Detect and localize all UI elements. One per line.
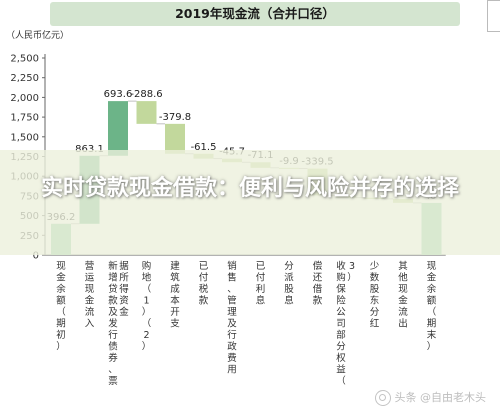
x-category-label: 已付利息 [256, 261, 266, 307]
chart-title-bar: 2019年现金流（合并口径） [50, 2, 460, 26]
y-tick-label: 1,500 [10, 132, 39, 143]
watermark-text: 头条 @自由老木头 [394, 391, 487, 404]
x-category-label: 现金余额（期末） [427, 261, 437, 353]
data-label: -288.6 [130, 89, 162, 100]
headline-overlay-band [0, 150, 500, 255]
x-category-label: 收购保险公司部分权益（3） [336, 260, 357, 387]
data-label: -61.5 [191, 142, 217, 153]
waterfall-bar [165, 123, 185, 154]
x-category-label: 偿还借款 [313, 260, 323, 307]
x-category-label: 现金余额（期初） [56, 261, 66, 353]
headline-overlay-text: 实时贷款现金借款：便利与风险并存的选择 [40, 176, 459, 201]
data-label: -379.8 [159, 112, 191, 123]
corner-frame [487, 0, 500, 32]
waterfall-bar [136, 101, 157, 124]
y-tick-label: 2,500 [10, 54, 39, 65]
x-category-label: 新增贷款及发行债券、票据所得资金 [108, 260, 129, 387]
data-label: 693.6 [104, 89, 133, 100]
y-tick-label: 2,000 [10, 93, 39, 104]
x-category-label: 分派股息 [284, 261, 294, 307]
x-category-label: 购地（ 1 ）（ 2） [142, 260, 152, 353]
chart-title: 2019年现金流（合并口径） [175, 6, 335, 21]
x-category-label: 营运现金流入 [85, 260, 95, 330]
x-category-label: 已付税款 [199, 261, 209, 307]
x-category-label: 其他现金流出 [398, 261, 408, 330]
watermark: 头条 @自由老木头 [374, 389, 487, 406]
y-tick-label: 0 [33, 251, 39, 262]
y-tick-label: 2,250 [10, 73, 39, 84]
waterfall-bar [108, 101, 128, 156]
watermark-logo-icon [374, 390, 391, 406]
y-tick-label: 1,750 [10, 113, 39, 124]
x-category-label: 销售、管理及行政费用 [227, 260, 237, 376]
x-category-label: 建筑成本开支 [170, 260, 180, 330]
y-axis-unit-label: （人民币亿元） [6, 29, 69, 41]
data-label: 863.1 [75, 144, 104, 155]
x-category-label: 少数股东分红 [370, 261, 380, 330]
